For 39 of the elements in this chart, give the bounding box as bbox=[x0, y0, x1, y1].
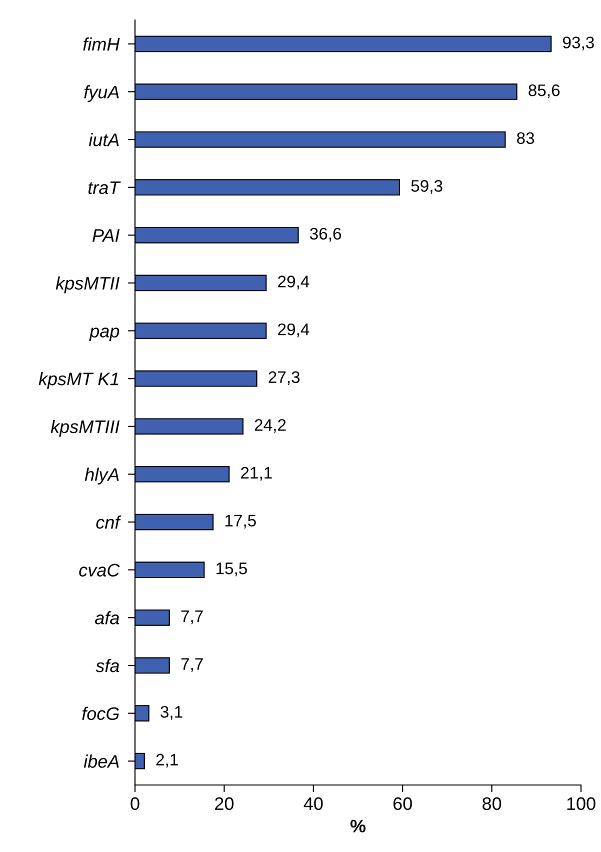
data-label: 24,2 bbox=[254, 419, 286, 433]
data-label: 36,6 bbox=[310, 228, 342, 242]
data-label: 93,3 bbox=[563, 36, 594, 50]
y-tick-label: sfa bbox=[96, 658, 120, 672]
data-label: 85,6 bbox=[528, 84, 560, 98]
data-label: 7,7 bbox=[181, 658, 203, 672]
y-tick-label: focG bbox=[82, 706, 119, 720]
data-label: 59,3 bbox=[411, 180, 442, 194]
y-tick-label: pap bbox=[89, 328, 120, 342]
data-label: 2,1 bbox=[156, 754, 178, 768]
data-label: 29,4 bbox=[278, 276, 310, 290]
data-label: 29,4 bbox=[278, 323, 310, 338]
data-label: 27,3 bbox=[268, 371, 300, 386]
y-tick-label: PAI bbox=[92, 229, 120, 242]
y-tick-label: kpsMT K1 bbox=[38, 372, 118, 389]
y-tick-label: kpsMTIII bbox=[50, 420, 120, 437]
y-tick-label: cvaC bbox=[79, 564, 120, 577]
x-tick-label: 0 bbox=[130, 797, 140, 810]
data-label: 83 bbox=[517, 132, 534, 144]
y-tick-label: hlyA bbox=[84, 468, 119, 485]
y-tick-label: fyuA bbox=[84, 85, 119, 102]
x-tick-label: 100 bbox=[567, 797, 596, 810]
data-label: 21,1 bbox=[241, 466, 272, 481]
y-tick-label: cnf bbox=[96, 515, 122, 529]
x-tick-label: 40 bbox=[304, 797, 323, 810]
data-label: 3,1 bbox=[160, 706, 182, 720]
x-axis-title: % bbox=[350, 820, 366, 832]
y-tick-label: fimH bbox=[83, 37, 120, 50]
x-tick-label: 20 bbox=[215, 797, 234, 810]
data-label: 17,5 bbox=[225, 514, 256, 528]
x-tick-label: 80 bbox=[482, 797, 502, 810]
y-tick-label: afa bbox=[95, 611, 120, 624]
x-tick-label: 60 bbox=[393, 797, 412, 810]
y-tick-label: traT bbox=[88, 181, 121, 194]
y-tick-label: kpsMTII bbox=[56, 276, 120, 294]
y-tick-label: iutA bbox=[88, 132, 119, 146]
y-tick-label: ibeA bbox=[84, 754, 119, 768]
data-label: 15,5 bbox=[216, 562, 247, 576]
data-label: 7,7 bbox=[181, 610, 203, 624]
